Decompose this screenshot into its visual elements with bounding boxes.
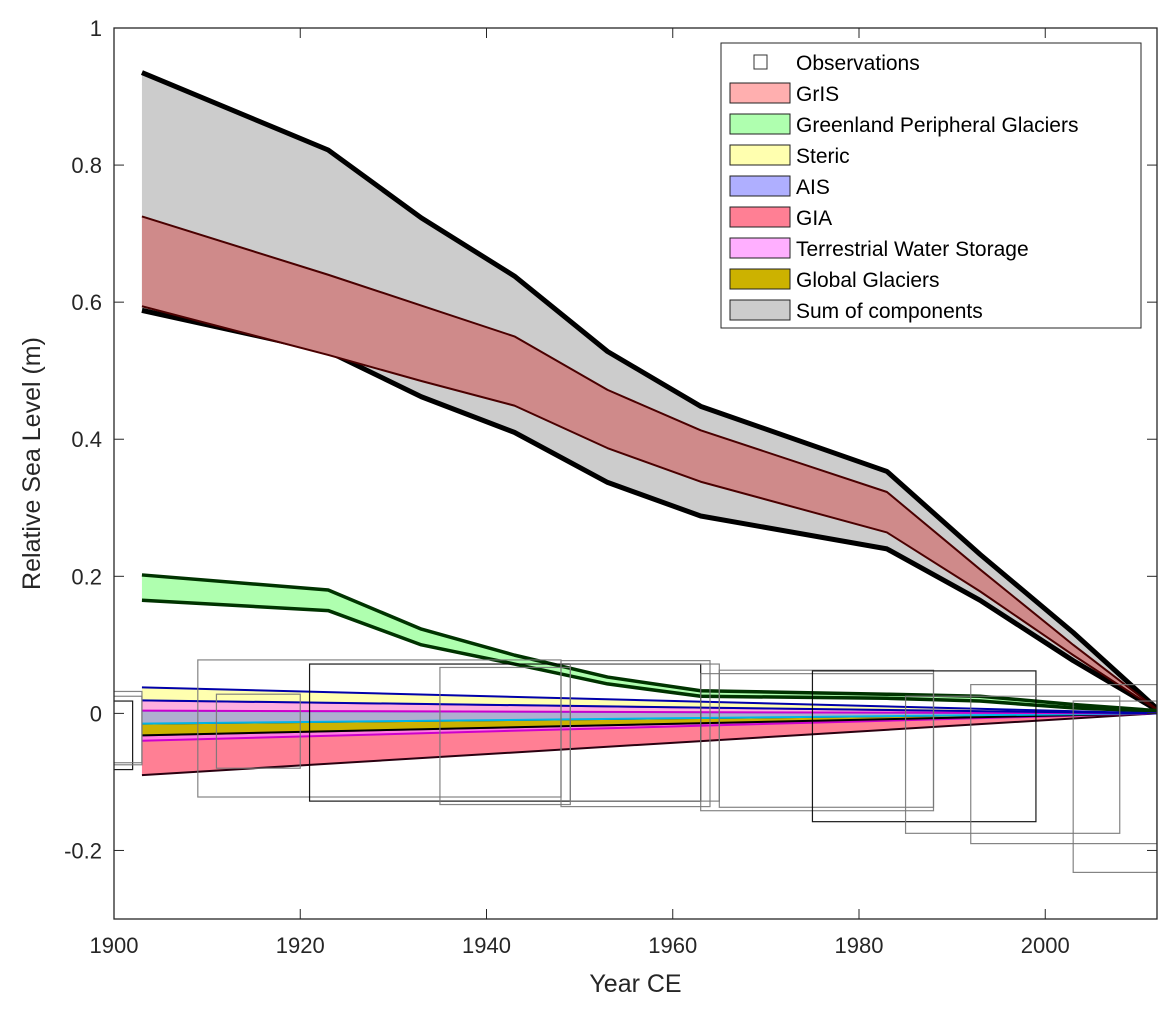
observation-box xyxy=(560,660,711,808)
x-tick-label: 1900 xyxy=(90,933,139,958)
x-tick-label: 1980 xyxy=(835,933,884,958)
legend-item-sum-of-components: Sum of components xyxy=(729,299,983,323)
x-tick-label: 1940 xyxy=(462,933,511,958)
legend-item-observations: Observations xyxy=(753,52,920,75)
legend-item-global-glaciers: Global Glaciers xyxy=(729,268,940,292)
observation-box xyxy=(970,683,1157,845)
observation-box xyxy=(114,690,143,764)
legend-label: Steric xyxy=(796,145,850,168)
x-axis-title: Year CE xyxy=(589,970,681,998)
legend-swatch xyxy=(729,268,791,290)
legend-item-greenland-peripheral-glaciers: Greenland Peripheral Glaciers xyxy=(729,113,1078,137)
y-tick-label: 0 xyxy=(90,701,102,726)
legend-swatch xyxy=(729,206,791,228)
axes-box xyxy=(113,27,1158,920)
legend-item-gia: GIA xyxy=(729,206,832,230)
global-glaciers-lower-edge xyxy=(141,712,1157,737)
legend-swatch xyxy=(729,144,791,166)
y-tick-label: -0.2 xyxy=(64,838,102,863)
ais-lower-edge xyxy=(141,712,1157,725)
legend-swatch xyxy=(729,237,791,259)
y-tick-label: 0.8 xyxy=(71,153,102,178)
gia-lower-edge xyxy=(141,712,1157,777)
legend-label: GIA xyxy=(796,207,832,230)
y-tick-label: 1 xyxy=(90,16,102,41)
legend-label: Sum of components xyxy=(796,300,983,323)
plot-area xyxy=(114,70,1157,873)
observation-box xyxy=(114,695,143,766)
legend-label: Greenland Peripheral Glaciers xyxy=(796,114,1078,137)
x-tick-label: 1960 xyxy=(648,933,697,958)
y-tick-label: 0.4 xyxy=(71,427,102,452)
legend-swatch xyxy=(729,113,791,135)
terrestrial-water-storage-lower-edge xyxy=(141,709,1157,715)
legend-item-gris: GrIS xyxy=(729,82,839,106)
greenland-peripheral-glaciers-lower-edge xyxy=(141,598,1157,714)
y-axis-title: Relative Sea Level (m) xyxy=(18,337,46,590)
legend-swatch xyxy=(729,299,791,321)
greenland-peripheral-glaciers-upper-edge xyxy=(141,573,1157,713)
legend-swatch xyxy=(729,175,791,197)
sum-of-components-band xyxy=(141,72,1157,710)
gris-lower-edge xyxy=(141,305,1157,711)
legend-label: GrIS xyxy=(796,83,839,106)
axis-ticks: 1900 1920 1940 1960 1980 2000 -0.2 0 0.2 0.4 0.6 0.… xyxy=(64,16,1157,958)
gris-upper-edge xyxy=(141,215,1157,711)
y-tick-label: 0.2 xyxy=(71,564,102,589)
observations-marker-icon xyxy=(753,54,768,70)
legend-item-terrestrial-water-storage: Terrestrial Water Storage xyxy=(729,237,1029,261)
legend-item-ais: AIS xyxy=(729,175,830,199)
steric-upper-edge xyxy=(141,686,1157,715)
steric-lower-edge xyxy=(141,699,1157,715)
legend-label: AIS xyxy=(796,176,830,199)
legend-swatch xyxy=(729,82,791,104)
observation-box xyxy=(215,693,301,769)
legend-label: Terrestrial Water Storage xyxy=(796,238,1029,261)
legend-label: Observations xyxy=(796,52,920,75)
legend: Observations GrIS Greenland Peripheral Gla… xyxy=(720,42,1142,329)
legend-label: Global Glaciers xyxy=(796,269,940,292)
x-tick-label: 2000 xyxy=(1021,933,1070,958)
observation-box xyxy=(904,695,1121,834)
y-tick-label: 0.6 xyxy=(71,290,102,315)
observation-box xyxy=(114,700,134,771)
sum-of-components-upper-edge xyxy=(140,70,1157,711)
x-tick-label: 1920 xyxy=(276,933,325,958)
observation-box xyxy=(700,673,935,812)
observation-box xyxy=(811,670,1037,823)
legend-box xyxy=(720,42,1142,329)
observation-box xyxy=(1072,700,1157,873)
legend-item-steric: Steric xyxy=(729,144,850,168)
sum-of-components-lower-edge xyxy=(141,307,1157,713)
